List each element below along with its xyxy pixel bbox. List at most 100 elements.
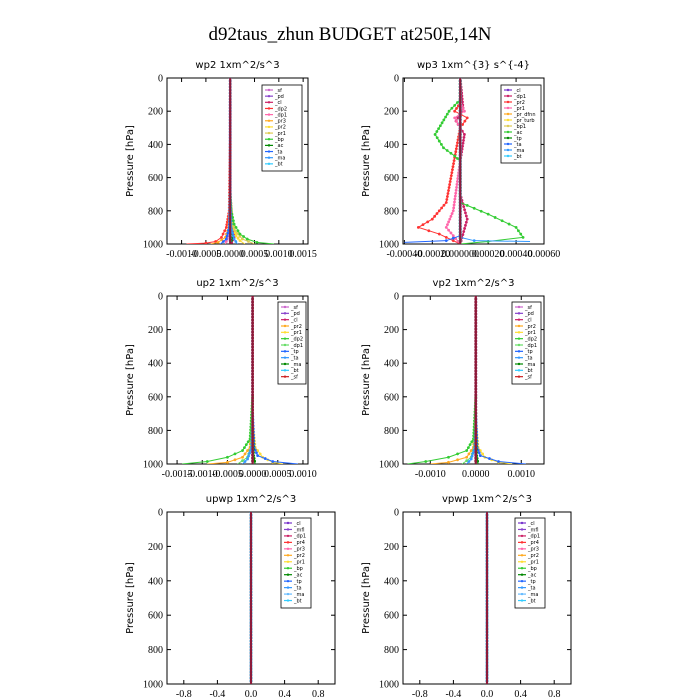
legend-label: _pr3 [293, 547, 305, 553]
series-point [453, 109, 457, 113]
y-tick-label: 400 [384, 140, 399, 151]
legend-marker [520, 573, 524, 576]
legend-marker [267, 125, 271, 129]
series-point [450, 171, 454, 175]
series-point [453, 116, 457, 120]
y-tick-label: 400 [384, 576, 399, 587]
series-point [255, 240, 259, 244]
series-point [248, 451, 251, 455]
legend-marker [286, 567, 290, 570]
y-tick-label: 0 [394, 508, 399, 519]
chart-panel: wp2 1xm^2/s^3 Pressure [hPa] 0 200 400 600 800… [125, 60, 317, 260]
legend-label: _ac [513, 130, 523, 136]
y-tick-label: 1000 [379, 240, 399, 251]
legend-marker [286, 521, 290, 525]
y-tick-label: 800 [148, 426, 163, 437]
y-tick-label: 600 [148, 611, 163, 622]
legend-label: _pd [274, 94, 284, 100]
y-tick-label: 0 [158, 74, 163, 85]
legend-label: _cl [524, 317, 532, 323]
series-point [455, 185, 458, 189]
series-point [427, 229, 431, 233]
y-tick-label: 200 [148, 107, 163, 118]
series-point [224, 240, 228, 243]
series-point [253, 459, 257, 463]
series-point [456, 452, 459, 456]
series-point [442, 203, 446, 207]
legend-marker [520, 579, 524, 583]
series-point [452, 162, 455, 166]
series-point [453, 194, 457, 198]
legend-marker [286, 579, 290, 583]
legend-marker [267, 144, 271, 147]
legend-label: _tp [524, 349, 533, 355]
series-group [404, 78, 531, 244]
legend-marker [506, 106, 510, 110]
legend-marker [506, 136, 510, 140]
x-tick-label: -0.00020 [414, 249, 450, 260]
series-point [465, 217, 469, 221]
legend-label: _dp2 [290, 336, 303, 342]
x-tick-label: 0.0010 [289, 469, 317, 480]
legend-marker [283, 343, 287, 347]
legend-label: _dp1 [274, 112, 287, 118]
legend-label: _bt [527, 598, 536, 604]
legend-label: _pr2 [513, 100, 525, 106]
panel-title: vp2 1xm^2/s^3 [433, 278, 515, 289]
legend-marker [283, 369, 287, 372]
series-point [470, 454, 474, 458]
panel-title: upwp 1xm^2/s^3 [206, 494, 296, 505]
legend-marker [267, 101, 271, 104]
series-point [225, 234, 229, 238]
y-tick-label: 600 [148, 392, 163, 403]
series-point [246, 449, 249, 452]
chart-panel: upwp 1xm^2/s^3 Pressure [hPa] 0 200 400 600 80… [125, 494, 336, 700]
series-point [451, 234, 455, 238]
series-point [451, 236, 455, 240]
legend-marker [286, 547, 290, 551]
series-point [461, 100, 464, 104]
series-point [236, 229, 240, 233]
y-tick-label: 200 [384, 107, 399, 118]
x-tick-label: 0.0010 [508, 469, 536, 480]
legend-label: _pr_turb [513, 118, 535, 124]
series-point [445, 198, 449, 201]
series-point [469, 457, 473, 461]
series-point [247, 240, 250, 243]
legend-marker [506, 124, 510, 128]
legend-marker [267, 113, 271, 116]
series-point [454, 150, 458, 154]
series-point [214, 240, 218, 243]
legend-label: _dp1 [513, 94, 526, 100]
legend-label: _bt [293, 598, 302, 604]
legend-label: _ac [293, 572, 303, 578]
legend-label: _ma [513, 148, 524, 154]
legend-label: _pr1 [293, 560, 305, 566]
series-point [449, 231, 453, 235]
series-point [263, 457, 267, 460]
series-point [204, 241, 208, 244]
legend-marker [517, 305, 521, 309]
x-tick-label: 0.8 [312, 689, 325, 700]
series-point [231, 234, 235, 238]
series-line [252, 413, 298, 464]
legend-label: _ma [290, 362, 301, 368]
legend-label: _tp [513, 136, 522, 142]
legend-label: _bt [274, 162, 283, 168]
x-tick-label: 0.0015 [289, 249, 317, 260]
series-point [446, 223, 449, 227]
panel-title: up2 1xm^2/s^3 [196, 278, 278, 289]
series-point [226, 231, 230, 235]
series-point [445, 112, 449, 116]
series-point [433, 214, 437, 218]
series-point [466, 446, 470, 450]
legend-label: _ta [290, 355, 299, 361]
series-line [430, 413, 477, 464]
y-axis-label: Pressure [hPa] [125, 344, 136, 416]
series-point [243, 460, 247, 463]
legend-marker [267, 162, 271, 166]
panel-title: vpwp 1xm^2/s^3 [442, 494, 532, 505]
series-point [233, 229, 237, 233]
series-point [452, 203, 456, 207]
